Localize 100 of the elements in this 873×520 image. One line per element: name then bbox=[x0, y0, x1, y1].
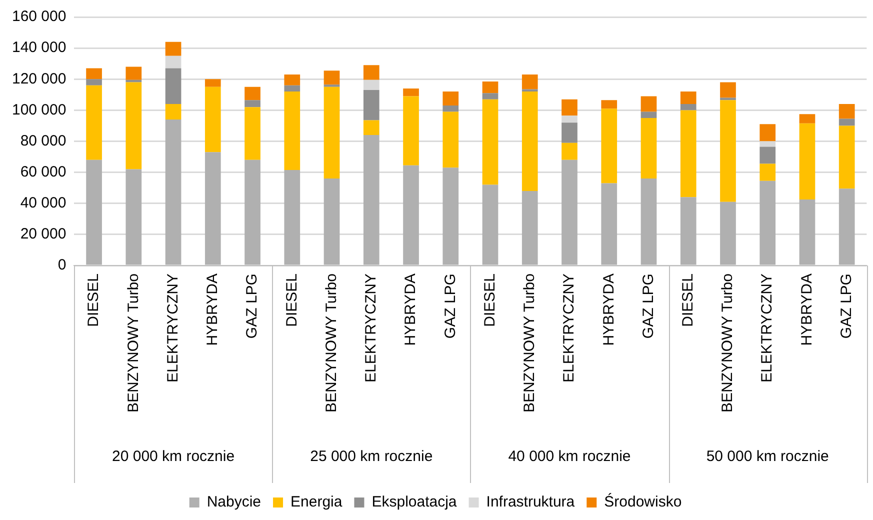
legend-label: Infrastruktura bbox=[486, 494, 576, 511]
bar bbox=[403, 88, 419, 96]
legend-label: Eksploatacja bbox=[372, 494, 458, 511]
y-tick-label: 0 bbox=[58, 256, 66, 274]
bar bbox=[562, 99, 578, 116]
y-tick-label: 20 000 bbox=[20, 226, 66, 243]
x-tick-label: GAZ LPG bbox=[640, 274, 657, 339]
bar bbox=[86, 68, 102, 80]
bar bbox=[640, 178, 657, 265]
y-tick-label: 140 000 bbox=[12, 39, 66, 56]
bar bbox=[482, 99, 498, 185]
bar bbox=[640, 118, 657, 179]
bar bbox=[284, 170, 300, 265]
y-tick-label: 160 000 bbox=[12, 8, 66, 26]
x-tick-label: ELEKTRYCZNY bbox=[362, 274, 380, 382]
bar bbox=[522, 190, 538, 265]
bar bbox=[363, 80, 380, 90]
x-tick-label: BENZYNOWY Turbo bbox=[124, 274, 142, 412]
y-tick-label: 100 000 bbox=[12, 101, 66, 118]
x-tick-label: DIESEL bbox=[85, 274, 102, 327]
bar bbox=[601, 108, 618, 184]
bar bbox=[720, 100, 736, 202]
bar bbox=[442, 92, 459, 106]
bar bbox=[403, 165, 419, 265]
bar bbox=[680, 104, 696, 110]
bar bbox=[760, 146, 776, 164]
bar bbox=[244, 160, 260, 265]
bar bbox=[720, 202, 736, 265]
bar bbox=[284, 92, 300, 170]
bar bbox=[165, 42, 182, 56]
bar bbox=[522, 92, 538, 191]
bar bbox=[482, 93, 498, 100]
bar bbox=[86, 79, 102, 86]
text: 20 000 km rocznie bbox=[112, 448, 235, 466]
bar bbox=[126, 82, 142, 170]
x-tick-label: GAZ LPG bbox=[442, 274, 459, 339]
x-tick-label: ELEKTRYCZNY bbox=[164, 274, 182, 382]
bar bbox=[799, 123, 816, 200]
x-tick-label: DIESEL bbox=[481, 274, 498, 327]
bar bbox=[165, 56, 182, 68]
x-tick-label: HYBRYDA bbox=[204, 274, 222, 346]
x-tick-label: BENZYNOWY Turbo bbox=[719, 274, 736, 412]
bar bbox=[680, 110, 696, 198]
bar bbox=[838, 104, 855, 119]
bar bbox=[680, 92, 696, 104]
bar bbox=[760, 124, 776, 142]
y-tick-label: 40 000 bbox=[20, 194, 66, 212]
bar bbox=[284, 85, 300, 92]
x-tick-label: HYBRYDA bbox=[402, 274, 420, 346]
y-tick-label: 60 000 bbox=[20, 163, 66, 180]
text: 25 000 km rocznie bbox=[310, 448, 433, 466]
bar bbox=[640, 96, 657, 112]
bar bbox=[324, 70, 340, 85]
bar bbox=[799, 114, 816, 124]
x-tick-label: ELEKTRYCZNY bbox=[758, 274, 776, 382]
x-tick-label: GAZ LPG bbox=[838, 274, 855, 339]
bar bbox=[482, 184, 498, 265]
x-tick-label: DIESEL bbox=[680, 274, 697, 327]
legend-label: Środowisko bbox=[604, 492, 682, 511]
bar bbox=[363, 90, 380, 120]
text: 50 000 km rocznie bbox=[706, 448, 829, 466]
bar bbox=[562, 160, 578, 265]
bar bbox=[403, 96, 419, 166]
text: 40 000 km rocznie bbox=[508, 448, 631, 466]
bar bbox=[522, 89, 538, 92]
bar bbox=[680, 197, 696, 265]
x-tick-label: DIESEL bbox=[283, 274, 300, 327]
bar bbox=[165, 120, 182, 265]
bar bbox=[601, 100, 618, 109]
bar bbox=[284, 74, 300, 86]
bar bbox=[244, 86, 260, 100]
bar bbox=[363, 135, 380, 265]
bar bbox=[442, 106, 459, 112]
bar bbox=[799, 200, 816, 265]
bar bbox=[165, 104, 182, 120]
bar bbox=[640, 112, 657, 118]
bar bbox=[204, 79, 221, 87]
bar bbox=[204, 152, 221, 265]
bar bbox=[86, 85, 102, 160]
bar bbox=[442, 112, 459, 168]
legend-label: Energia bbox=[290, 494, 343, 511]
bar bbox=[363, 120, 380, 136]
x-tick-label: HYBRYDA bbox=[600, 274, 618, 346]
bar bbox=[562, 142, 578, 160]
bar bbox=[760, 164, 776, 181]
bar bbox=[126, 169, 142, 265]
bar bbox=[482, 81, 498, 94]
bar bbox=[838, 188, 855, 265]
x-tick-label: HYBRYDA bbox=[798, 274, 816, 346]
bar bbox=[86, 160, 102, 265]
bar bbox=[244, 100, 260, 108]
bar bbox=[601, 183, 618, 265]
bar bbox=[363, 65, 380, 80]
bar bbox=[324, 178, 340, 265]
y-tick-label: 80 000 bbox=[20, 132, 66, 150]
x-tick-label: ELEKTRYCZNY bbox=[560, 274, 578, 382]
bar bbox=[562, 122, 578, 143]
bar bbox=[165, 68, 182, 104]
bar bbox=[324, 86, 340, 179]
bar bbox=[838, 118, 855, 126]
